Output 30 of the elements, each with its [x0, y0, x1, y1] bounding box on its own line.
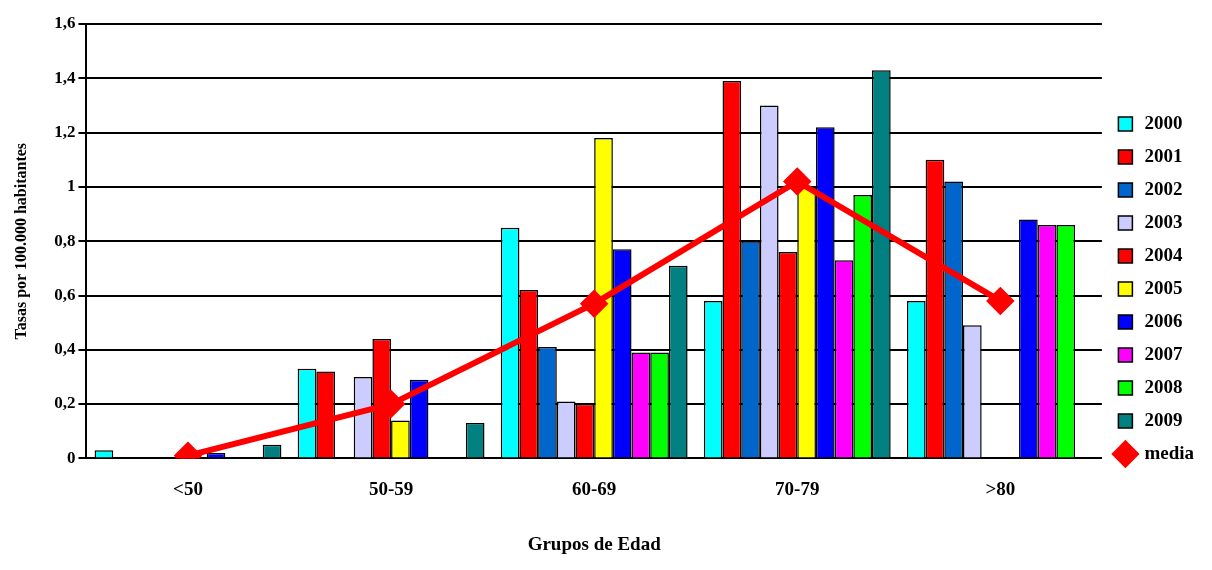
y-axis-title: Tasas por 100.000 habitantes — [11, 142, 30, 340]
y-tick-label: 1 — [66, 176, 76, 196]
legend-label: 2007 — [1144, 342, 1183, 364]
legend-label: 2002 — [1144, 177, 1183, 199]
y-tick-label: 0,4 — [54, 339, 76, 359]
legend-label: 2009 — [1144, 408, 1183, 430]
legend-label: 2004 — [1144, 243, 1183, 265]
legend-label: 2008 — [1144, 375, 1183, 397]
point — [581, 290, 608, 317]
legend-label: 2005 — [1144, 276, 1183, 298]
y-tick-label: 1,2 — [54, 121, 76, 141]
y-tick-label: 0,2 — [54, 393, 76, 413]
x-tick-label: >80 — [985, 477, 1016, 499]
x-tick-label: 60-69 — [572, 477, 617, 499]
legend-label: 2000 — [1144, 111, 1183, 133]
point — [987, 287, 1014, 314]
y-tick-label: 0 — [66, 447, 76, 467]
x-tick-label: <50 — [173, 477, 203, 499]
y-tick-label: 0,8 — [54, 230, 76, 250]
y-tick-label: 1,4 — [54, 67, 76, 87]
y-tick-label: 0,6 — [54, 284, 76, 304]
point — [784, 168, 811, 195]
legend-label: 2001 — [1144, 144, 1183, 166]
x-axis-title: Grupos de Edad — [527, 532, 662, 554]
legend-label: 2006 — [1144, 309, 1183, 331]
x-tick-label: 50-59 — [368, 477, 414, 499]
y-tick-label: 1,6 — [54, 13, 76, 33]
legend-label: 2003 — [1144, 210, 1183, 232]
legend-label: media — [1144, 441, 1195, 463]
x-tick-label: 70-79 — [775, 477, 820, 499]
